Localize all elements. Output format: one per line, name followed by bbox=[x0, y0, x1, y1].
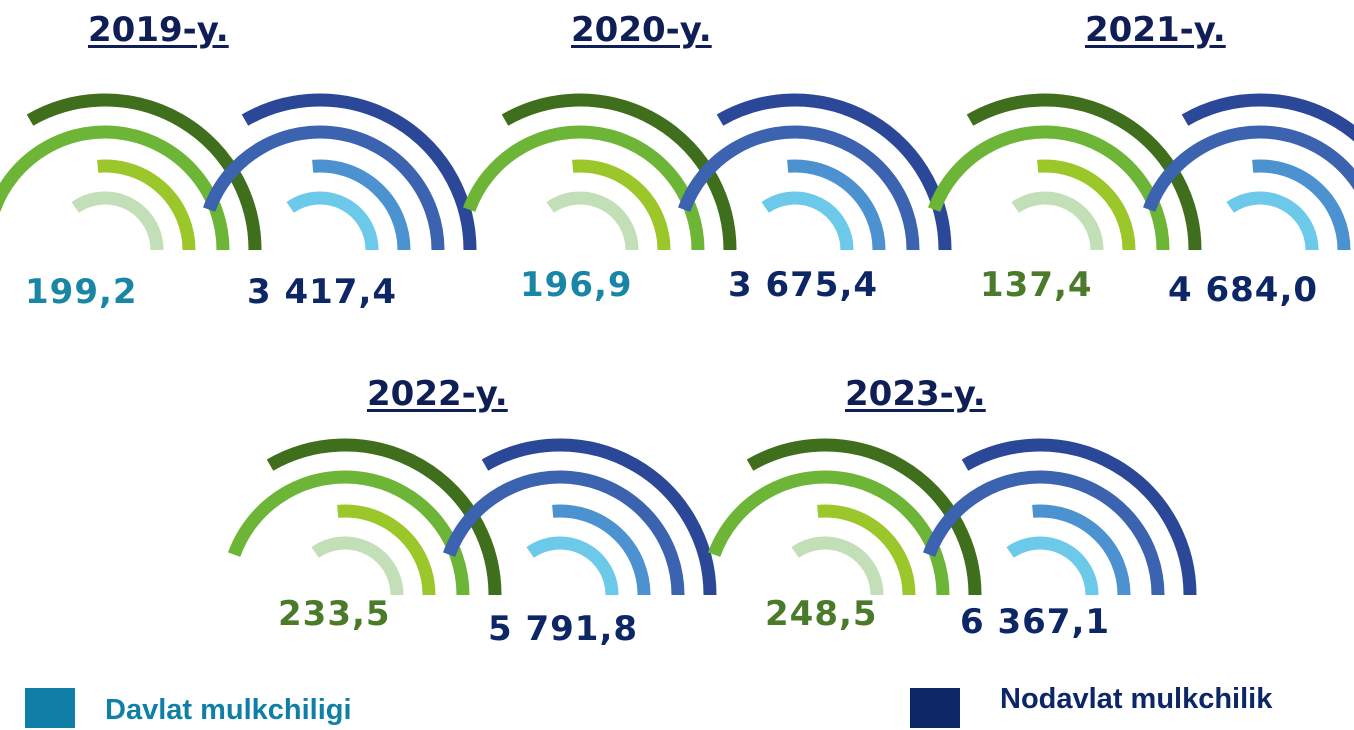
davlat-2020-arc-1 bbox=[546, 191, 639, 251]
year-title-2022: 2022-y. bbox=[367, 374, 508, 414]
value-2021-nodavlat: 4 684,0 bbox=[1168, 270, 1319, 310]
nodavlat-2019-arc-3 bbox=[203, 125, 445, 251]
nodavlat-2022-arc-3 bbox=[443, 470, 685, 596]
value-2023-nodavlat: 6 367,1 bbox=[960, 602, 1111, 642]
value-2021-davlat: 137,4 bbox=[980, 265, 1093, 305]
nodavlat-2020-arc-2 bbox=[787, 159, 886, 251]
nodavlat-2021-arc-1 bbox=[1226, 191, 1319, 251]
year-title-2023: 2023-y. bbox=[845, 374, 986, 414]
davlat-2021-arc-2 bbox=[1037, 159, 1136, 251]
nodavlat-2021-arc-2 bbox=[1252, 159, 1351, 251]
value-2022-davlat: 233,5 bbox=[278, 594, 391, 634]
nodavlat-2022-arc-4 bbox=[481, 438, 717, 596]
davlat-2022-arc-1 bbox=[311, 536, 404, 596]
davlat-2022-arc-4 bbox=[266, 438, 502, 596]
value-2020-davlat: 196,9 bbox=[520, 265, 633, 305]
legend-swatch-davlat bbox=[25, 688, 75, 728]
nodavlat-2019-arc-2 bbox=[312, 159, 411, 251]
davlat-2022-arc-2 bbox=[337, 504, 436, 596]
legend-label-nodavlat: Nodavlat mulkchilik bbox=[1000, 683, 1273, 715]
value-2019-davlat: 199,2 bbox=[25, 272, 138, 312]
value-2020-nodavlat: 3 675,4 bbox=[728, 265, 879, 305]
nodavlat-2021-arc-3 bbox=[1143, 125, 1354, 212]
nodavlat-2022-arc-1 bbox=[526, 536, 619, 596]
value-2019-nodavlat: 3 417,4 bbox=[247, 272, 398, 312]
davlat-2020-arc-2 bbox=[572, 159, 671, 251]
value-2023-davlat: 248,5 bbox=[765, 594, 878, 634]
davlat-2023-arc-2 bbox=[817, 504, 916, 596]
davlat-2023-arc-4 bbox=[746, 438, 982, 596]
davlat-2019-arc-1 bbox=[71, 191, 164, 251]
year-title-2019: 2019-y. bbox=[88, 10, 229, 50]
legend-label-davlat: Davlat mulkchiligi bbox=[105, 694, 352, 726]
nodavlat-2020-arc-3 bbox=[678, 125, 920, 251]
nodavlat-2021-arc-4 bbox=[1181, 93, 1354, 142]
nodavlat-2023-arc-2 bbox=[1032, 504, 1131, 596]
davlat-2021-arc-1 bbox=[1011, 191, 1104, 251]
nodavlat-2020-arc-1 bbox=[761, 191, 854, 251]
nodavlat-2023-arc-4 bbox=[961, 438, 1197, 596]
davlat-2020-arc-4 bbox=[501, 93, 737, 251]
year-title-2021: 2021-y. bbox=[1085, 10, 1226, 50]
davlat-2019-arc-4 bbox=[26, 93, 262, 251]
nodavlat-2022-arc-2 bbox=[552, 504, 651, 596]
legend-swatch-nodavlat bbox=[910, 688, 960, 728]
davlat-2023-arc-1 bbox=[791, 536, 884, 596]
nodavlat-2019-arc-1 bbox=[286, 191, 379, 251]
davlat-2021-arc-4 bbox=[966, 93, 1202, 251]
nodavlat-2019-arc-4 bbox=[241, 93, 477, 251]
nodavlat-2023-arc-1 bbox=[1006, 536, 1099, 596]
year-title-2020: 2020-y. bbox=[571, 10, 712, 50]
value-2022-nodavlat: 5 791,8 bbox=[488, 609, 639, 649]
davlat-2019-arc-2 bbox=[97, 159, 196, 251]
nodavlat-2023-arc-3 bbox=[923, 470, 1165, 596]
